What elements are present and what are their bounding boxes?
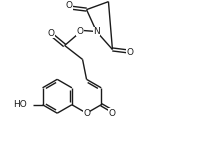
- Text: HO: HO: [13, 100, 27, 109]
- Text: O: O: [47, 29, 54, 38]
- Text: O: O: [127, 48, 134, 57]
- Text: O: O: [76, 27, 83, 36]
- Text: O: O: [83, 109, 90, 118]
- Text: O: O: [65, 1, 72, 10]
- Text: O: O: [109, 109, 116, 118]
- Text: N: N: [93, 27, 100, 36]
